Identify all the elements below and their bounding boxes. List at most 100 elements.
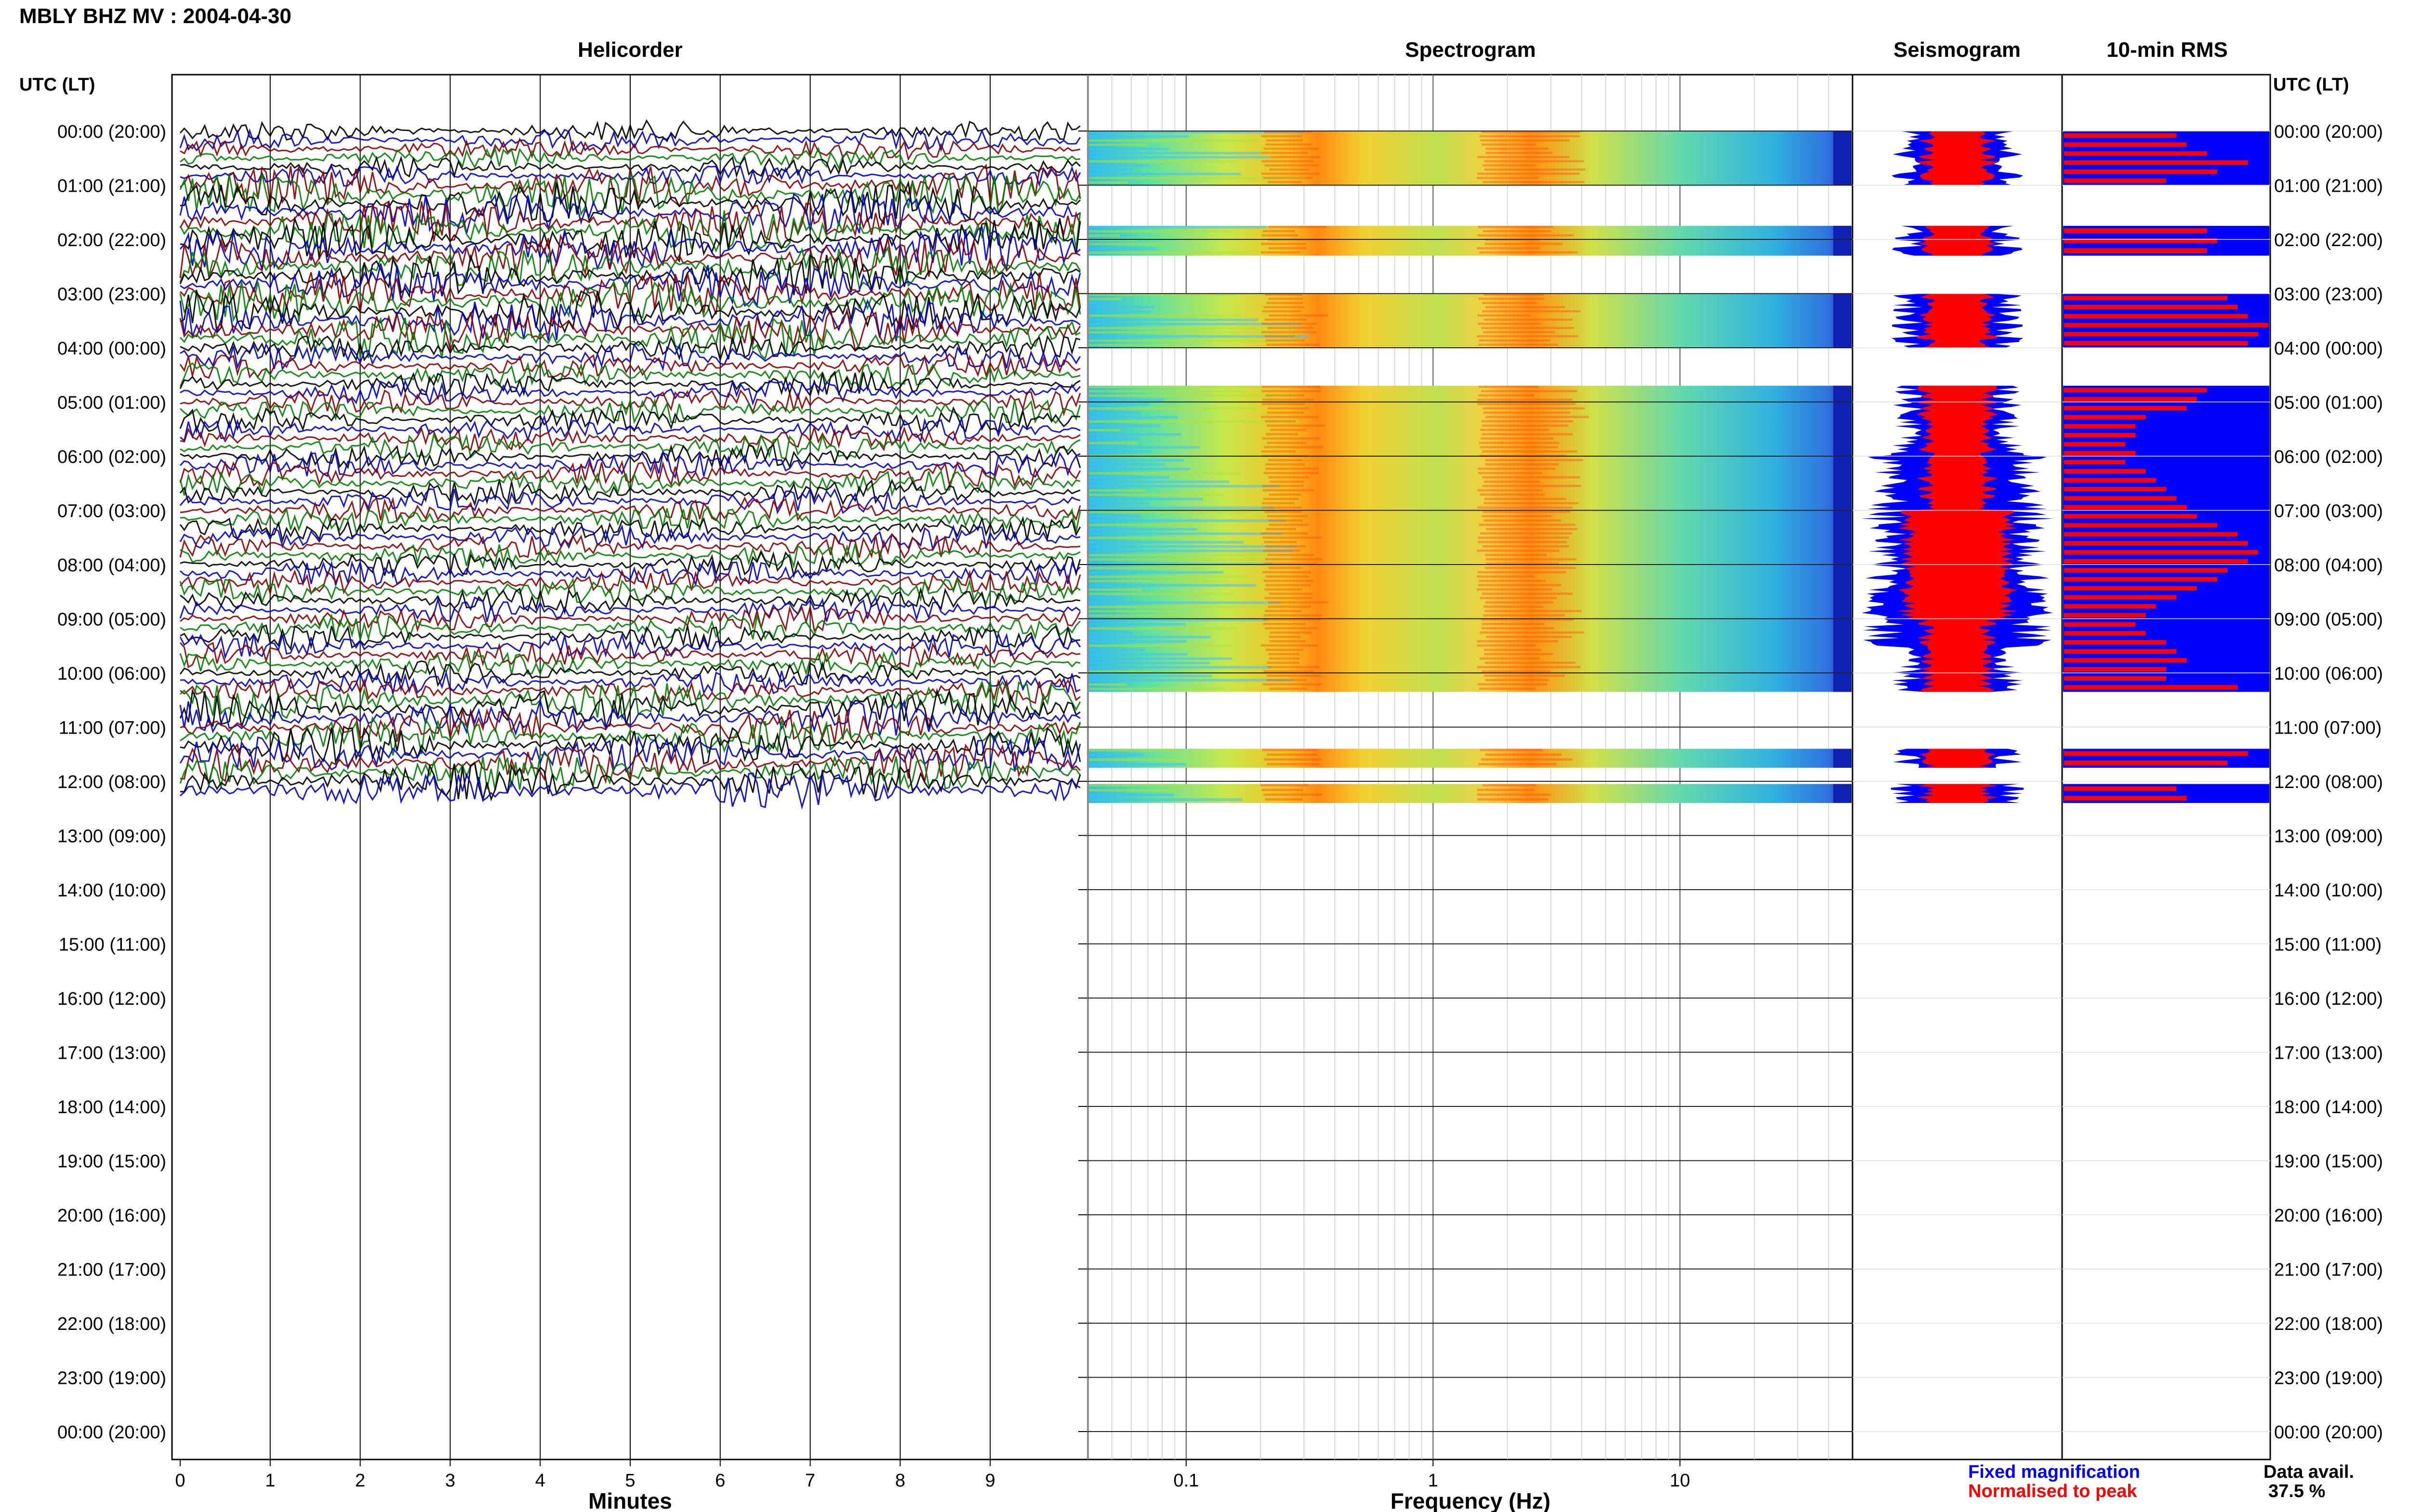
utc-label-left-16: 16:00 (12:00)	[57, 989, 166, 1009]
spectrogram-streak	[1089, 314, 1242, 317]
helicorder-trace-72	[180, 762, 1081, 803]
spectrogram-peak-band	[1263, 670, 1314, 673]
spectrogram-peak-band	[1479, 442, 1560, 444]
helicorder-trace-41	[179, 486, 1081, 515]
helicorder-trace-22	[179, 307, 1081, 352]
utc-label-right-10: 10:00 (06:00)	[2274, 664, 2383, 684]
spectrogram-peak-band	[1268, 605, 1311, 608]
spectrogram-streak	[1089, 511, 1284, 513]
spectrogram-streak	[1089, 524, 1194, 526]
rms-bar	[2064, 514, 2197, 519]
helicorder-trace-51	[179, 577, 1081, 605]
utc-label-right-8: 08:00 (04:00)	[2274, 555, 2383, 576]
utc-label-left-7: 07:00 (03:00)	[57, 501, 166, 522]
spectrogram-peak-band	[1486, 558, 1576, 561]
helicorder-trace-14	[179, 233, 1081, 279]
spectrogram-streak	[1089, 467, 1191, 471]
spectrogram-streak	[1089, 798, 1243, 802]
spectrogram-peak-band	[1477, 575, 1535, 578]
spectrogram-peak-band	[1269, 657, 1300, 660]
spectrogram-peak-band	[1267, 753, 1318, 756]
spectrogram-peak-band	[1483, 502, 1578, 504]
rms-bar	[2064, 496, 2177, 501]
rms-bar	[2064, 505, 2187, 510]
utc-label-right-18: 18:00 (14:00)	[2274, 1097, 2383, 1118]
utc-label-left-0: 00:00 (20:00)	[57, 122, 166, 142]
spectrogram-peak-band	[1264, 335, 1295, 338]
spectrogram-peak-band	[1480, 749, 1543, 751]
rms-block-3	[2063, 385, 2269, 692]
seismogram-normalised-5	[1916, 784, 1999, 803]
utc-label-left-3: 03:00 (23:00)	[57, 285, 166, 305]
rms-bar	[2064, 604, 2156, 609]
helicorder-panel	[171, 74, 1089, 1460]
spectrogram-edge	[1833, 749, 1852, 768]
spectrogram-peak-band	[1264, 610, 1302, 612]
spectrogram-peak-band	[1267, 327, 1313, 329]
rms-bar	[2064, 478, 2156, 483]
utc-label-right-12: 12:00 (08:00)	[2274, 772, 2383, 792]
helicorder-trace-11	[179, 210, 1081, 253]
spectrogram-peak-band	[1484, 553, 1547, 556]
spectrogram-streak	[1089, 579, 1229, 582]
spectrogram-peak-band	[1263, 489, 1314, 492]
legend-fixed-magnification: Fixed magnification	[1968, 1462, 2140, 1482]
utc-label-right-11: 11:00 (07:00)	[2274, 718, 2382, 738]
spectrogram-peak-band	[1481, 327, 1574, 329]
helicorder-trace-5	[180, 164, 1081, 187]
spectrogram-peak-band	[1483, 230, 1551, 233]
spectrogram-streak	[1089, 323, 1302, 326]
utc-label-left-2: 02:00 (22:00)	[57, 230, 166, 250]
spectrogram-peak-band	[1477, 541, 1567, 543]
seismogram-normalised-1	[1919, 225, 1996, 256]
spectrogram-peak-band	[1485, 753, 1562, 756]
utc-label-left-17: 17:00 (13:00)	[57, 1043, 166, 1064]
spectrogram-streak	[1089, 135, 1189, 138]
rms-bar	[2064, 523, 2217, 528]
utc-label-left-23: 23:00 (19:00)	[57, 1368, 166, 1389]
spectrogram-peak-band	[1477, 789, 1535, 791]
helicorder-trace-28	[179, 370, 1081, 397]
spectrogram-streak	[1089, 597, 1124, 600]
spectrogram-peak-band	[1266, 433, 1298, 435]
utc-label-right-0: 00:00 (20:00)	[2274, 122, 2383, 142]
rms-bar	[2064, 667, 2166, 672]
spectrogram-edge	[1833, 131, 1852, 185]
spectrogram-peak-band	[1265, 467, 1319, 470]
spectrogram-edge	[1833, 225, 1852, 256]
spectrogram-peak-band	[1480, 631, 1585, 634]
spectrogram-peak-band	[1478, 298, 1545, 300]
spectrogram-peak-band	[1481, 758, 1573, 761]
spectrogram-peak-band	[1477, 247, 1541, 250]
spectrogram-peak-band	[1266, 528, 1297, 530]
legend-normalised-to-peak: Normalised to peak	[1968, 1481, 2137, 1501]
helicorder-trace-40	[179, 478, 1081, 507]
helicorder-trace-25	[180, 342, 1081, 372]
spectrogram-peak-band	[1264, 446, 1324, 448]
spectrogram-peak-band	[1263, 472, 1319, 474]
spectrogram-peak-band	[1262, 502, 1295, 504]
spectrogram-peak-band	[1264, 131, 1312, 133]
spectrogram-streak	[1089, 385, 1259, 389]
helicorder-trace-44	[179, 516, 1081, 543]
helicorder-trace-66	[180, 708, 1081, 745]
spectrogram-peak-band	[1482, 143, 1536, 146]
spectrogram-streak	[1089, 558, 1294, 561]
spectrogram-peak-band	[1478, 537, 1569, 539]
spectrogram-streak	[1089, 584, 1257, 587]
rms-bar	[2064, 613, 2146, 618]
rms-bar	[2064, 460, 2126, 465]
spectrogram-streak	[1089, 143, 1148, 146]
spectrogram-edge	[1833, 293, 1852, 348]
helicorder-trace-13	[179, 226, 1081, 271]
spectrogram-peak-band	[1477, 549, 1560, 552]
spectrogram-peak-band	[1482, 485, 1581, 487]
spectrogram-peak-band	[1477, 177, 1539, 179]
spectrogram-peak-band	[1267, 411, 1304, 414]
spectrogram-peak-band	[1481, 627, 1555, 630]
spectrogram-peak-band	[1260, 644, 1318, 647]
spectrogram-peak-band	[1269, 687, 1308, 690]
helicorder-trace-55	[180, 613, 1081, 642]
spectrogram-peak-band	[1263, 623, 1306, 625]
rms-bar	[2064, 676, 2166, 681]
